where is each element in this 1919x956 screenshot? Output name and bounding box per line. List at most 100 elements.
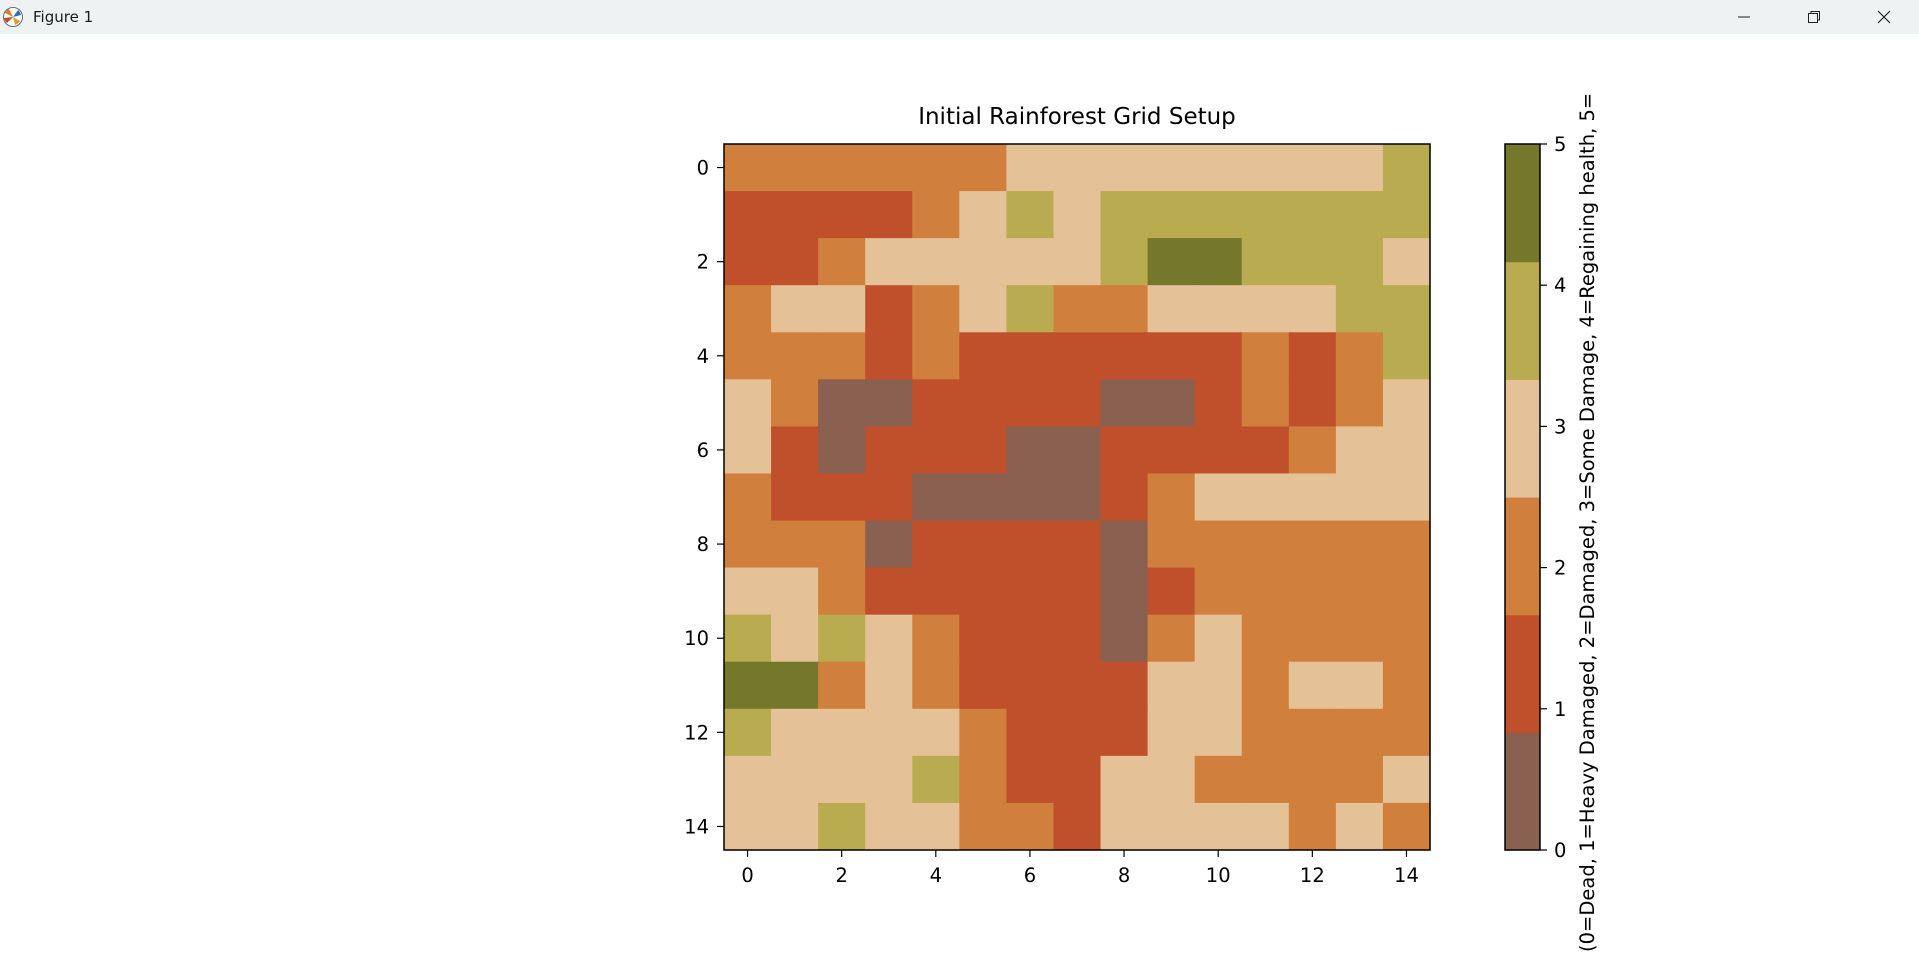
heatmap-cell (1241, 285, 1290, 333)
heatmap-cell (1335, 191, 1384, 239)
heatmap-cell (1288, 755, 1337, 804)
heatmap-cell (1288, 191, 1337, 239)
close-button[interactable] (1849, 0, 1919, 34)
heatmap-cell (1194, 379, 1243, 427)
restore-button[interactable] (1779, 0, 1849, 34)
heatmap-cell (771, 238, 819, 286)
heatmap-cell (1006, 802, 1055, 851)
heatmap-cell (771, 802, 819, 851)
window-title: Figure 1 (33, 8, 94, 26)
x-tick-label: 8 (1118, 864, 1130, 887)
heatmap-cell (912, 332, 960, 380)
heatmap-cell (912, 708, 960, 757)
heatmap-cell (1053, 332, 1102, 380)
heatmap-cell (818, 379, 866, 427)
heatmap-cell (1006, 520, 1055, 569)
heatmap-cell (1335, 285, 1384, 333)
heatmap-cell (724, 426, 772, 475)
x-tick-label: 10 (1206, 864, 1231, 887)
heatmap-cell (1053, 802, 1102, 851)
heatmap-cell (1194, 332, 1243, 380)
heatmap-cell (1194, 144, 1243, 192)
heatmap-cell (1053, 285, 1102, 333)
heatmap-cell (1147, 144, 1196, 192)
colorbar-label: (0=Dead, 1=Heavy Damaged, 2=Damaged, 3=S… (1576, 93, 1599, 952)
heatmap-cell (818, 802, 866, 851)
heatmap-cell (818, 191, 866, 239)
heatmap-cell (1382, 614, 1431, 663)
heatmap-cell (1335, 802, 1384, 851)
heatmap-cell (959, 802, 1007, 851)
heatmap-cell (865, 285, 913, 333)
heatmap-cell (1147, 238, 1196, 286)
heatmap-cell (1335, 520, 1384, 569)
heatmap-cell (1194, 802, 1243, 851)
heatmap-cell (865, 661, 913, 710)
heatmap-cell (912, 191, 960, 239)
heatmap-cell (724, 332, 772, 380)
heatmap-cell (1100, 614, 1149, 663)
heatmap-cell (1194, 755, 1243, 804)
heatmap-cell (1194, 191, 1243, 239)
heatmap-cell (865, 567, 913, 616)
heatmap-cell (959, 379, 1007, 427)
heatmap-cell (912, 567, 960, 616)
heatmap-cell (865, 614, 913, 663)
heatmap-cell (959, 708, 1007, 757)
heatmap-cell (1335, 144, 1384, 192)
figure-canvas: Initial Rainforest Grid Setup 0 2 4 6 8 10 12 1… (0, 34, 1919, 952)
heatmap-cell (771, 614, 819, 663)
colorbar-frame (1504, 143, 1541, 851)
heatmap-cell (912, 755, 960, 804)
heatmap-cell (724, 802, 772, 851)
heatmap-cell (959, 473, 1007, 522)
plot-frame (723, 143, 1431, 851)
heatmap-cell (1053, 755, 1102, 804)
heatmap-cell (865, 708, 913, 757)
heatmap-cell (1382, 379, 1431, 427)
heatmap-cell (959, 520, 1007, 569)
heatmap-cell (1241, 426, 1290, 475)
heatmap-cell (1382, 661, 1431, 710)
y-axis: 0 2 4 6 8 10 12 14 (684, 157, 724, 838)
heatmap-cell (1288, 285, 1337, 333)
title-bar: Figure 1 (0, 0, 1919, 34)
heatmap-cell (1335, 426, 1384, 475)
heatmap-cell (1382, 191, 1431, 239)
heatmap-cell (1053, 426, 1102, 475)
heatmap-cell (865, 238, 913, 286)
heatmap-cell (1147, 426, 1196, 475)
heatmap-cell (724, 661, 772, 710)
heatmap-cell (1100, 426, 1149, 475)
heatmap-cell (1288, 238, 1337, 286)
heatmap-cell (865, 191, 913, 239)
heatmap-cell (818, 614, 866, 663)
heatmap-cell (1147, 332, 1196, 380)
heatmap-cell (1006, 567, 1055, 616)
y-tick-label: 10 (684, 627, 709, 650)
heatmap-cell (1382, 520, 1431, 569)
heatmap-cell (771, 520, 819, 569)
colorbar-tick-label: 3 (1554, 415, 1566, 438)
heatmap-cell (1335, 238, 1384, 286)
heatmap-cell (1006, 144, 1055, 192)
heatmap-cell (1335, 567, 1384, 616)
heatmap-cell (1006, 708, 1055, 757)
heatmap-cell (818, 426, 866, 475)
heatmap-cell (1100, 144, 1149, 192)
heatmap-cell (1335, 332, 1384, 380)
y-tick-label: 8 (697, 533, 709, 556)
heatmap-cell (1288, 802, 1337, 851)
heatmap-cell (1288, 567, 1337, 616)
heatmap-cell (1194, 567, 1243, 616)
heatmap-cell (1147, 755, 1196, 804)
heatmap-cell (724, 755, 772, 804)
heatmap-cell (771, 191, 819, 239)
heatmap-cell (1241, 473, 1290, 522)
heatmap-cell (818, 567, 866, 616)
colorbar-band (1505, 261, 1540, 380)
y-tick-label: 0 (697, 157, 709, 180)
heatmap-cell (1194, 520, 1243, 569)
minimize-button[interactable] (1709, 0, 1779, 34)
heatmap-cell (818, 708, 866, 757)
